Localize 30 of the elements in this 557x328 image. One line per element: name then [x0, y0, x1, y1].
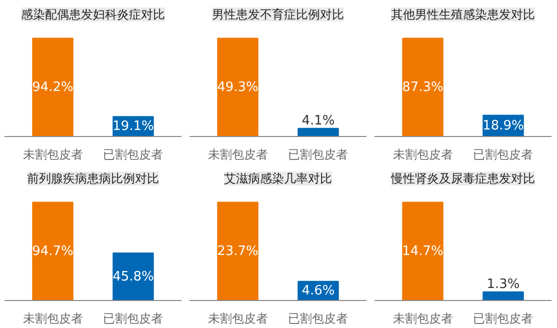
- x-tick-label: 已割包皮者: [473, 148, 534, 162]
- x-tick-label: 已割包皮者: [473, 312, 534, 326]
- x-tick-label: 已割包皮者: [288, 148, 348, 162]
- x-tick-label: 未割包皮者: [392, 148, 453, 162]
- chart-title: 慢性肾炎及尿毒症患发对比: [390, 172, 535, 186]
- x-tick-label: 已割包皮者: [103, 312, 164, 326]
- x-tick-label: 未割包皮者: [22, 148, 83, 162]
- data-label: 4.1%: [302, 113, 335, 128]
- x-tick-label: 未割包皮者: [208, 148, 268, 162]
- data-label: 45.8%: [112, 269, 154, 284]
- data-label: 14.7%: [402, 244, 444, 259]
- data-label: 4.6%: [302, 283, 335, 298]
- data-label: 18.9%: [482, 118, 524, 134]
- data-label: 19.1%: [112, 119, 154, 134]
- x-tick-label: 未割包皮者: [22, 312, 83, 326]
- chart-title: 男性患发不育症比例对比: [212, 8, 344, 22]
- data-label: 49.3%: [217, 80, 258, 95]
- x-tick-label: 已割包皮者: [288, 312, 348, 326]
- data-label: 23.7%: [217, 244, 258, 259]
- x-tick-label: 未割包皮者: [392, 312, 453, 326]
- data-label: 87.3%: [402, 80, 444, 95]
- data-label: 94.7%: [32, 244, 74, 259]
- chart-title: 前列腺疾病患病比例对比: [27, 172, 159, 186]
- chart-title: 其他男性生殖感染患发对比: [391, 8, 535, 22]
- x-tick-label: 已割包皮者: [103, 148, 164, 162]
- data-label: 1.3%: [486, 276, 520, 292]
- data-label: 94.2%: [32, 80, 74, 95]
- chart-title: 艾滋病感染几率对比: [224, 172, 332, 186]
- x-tick-label: 未割包皮者: [208, 312, 268, 326]
- chart-title: 感染配偶患发妇科炎症对比: [21, 8, 165, 22]
